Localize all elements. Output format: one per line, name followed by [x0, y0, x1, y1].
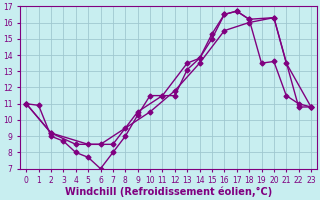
X-axis label: Windchill (Refroidissement éolien,°C): Windchill (Refroidissement éolien,°C)	[65, 187, 272, 197]
